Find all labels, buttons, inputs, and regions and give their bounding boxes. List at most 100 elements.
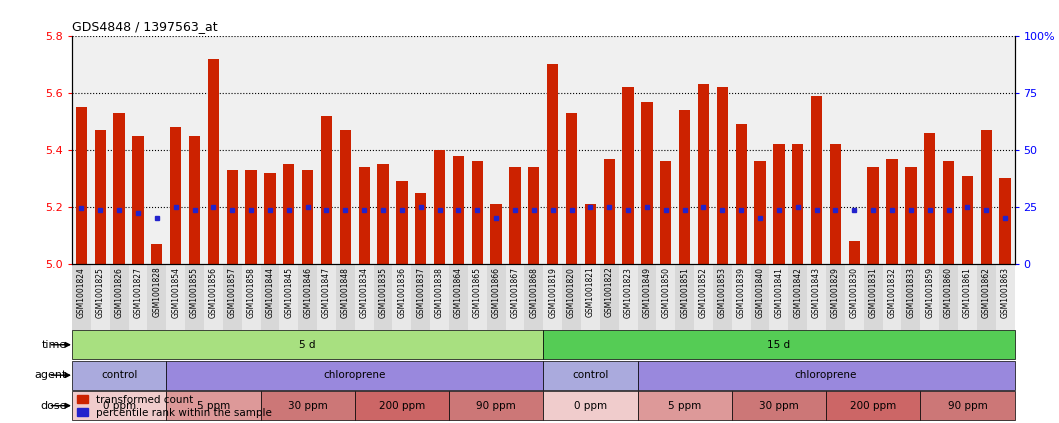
Bar: [792, 144, 804, 264]
FancyBboxPatch shape: [732, 391, 826, 420]
Bar: [132, 136, 144, 264]
Bar: [110, 264, 128, 330]
Bar: [509, 167, 521, 264]
FancyBboxPatch shape: [638, 360, 1015, 390]
Bar: [698, 85, 710, 264]
Bar: [807, 264, 826, 330]
Text: agent: agent: [34, 370, 67, 380]
Bar: [241, 264, 261, 330]
Text: 30 ppm: 30 ppm: [759, 401, 798, 411]
Bar: [623, 87, 633, 264]
FancyBboxPatch shape: [72, 391, 166, 420]
FancyBboxPatch shape: [826, 391, 920, 420]
Text: 30 ppm: 30 ppm: [288, 401, 327, 411]
Bar: [265, 173, 275, 264]
Text: 200 ppm: 200 ppm: [850, 401, 896, 411]
Bar: [471, 161, 483, 264]
Text: control: control: [572, 370, 609, 380]
Bar: [925, 133, 935, 264]
Bar: [76, 107, 87, 264]
Text: 0 ppm: 0 ppm: [103, 401, 136, 411]
Bar: [393, 264, 411, 330]
Bar: [657, 264, 676, 330]
Bar: [321, 116, 333, 264]
Text: 0 ppm: 0 ppm: [574, 401, 607, 411]
Bar: [128, 264, 147, 330]
Bar: [901, 264, 920, 330]
Bar: [788, 264, 807, 330]
Bar: [317, 264, 336, 330]
Bar: [355, 264, 374, 330]
Bar: [604, 159, 615, 264]
Bar: [430, 264, 449, 330]
Bar: [886, 159, 898, 264]
FancyBboxPatch shape: [543, 391, 638, 420]
Bar: [845, 264, 864, 330]
Bar: [660, 161, 671, 264]
Bar: [867, 167, 879, 264]
Bar: [717, 87, 728, 264]
Bar: [848, 241, 860, 264]
Bar: [113, 113, 125, 264]
Bar: [246, 170, 256, 264]
Bar: [618, 264, 638, 330]
Bar: [208, 59, 219, 264]
Bar: [1000, 179, 1010, 264]
Bar: [826, 264, 845, 330]
Bar: [227, 170, 238, 264]
FancyBboxPatch shape: [166, 391, 261, 420]
FancyBboxPatch shape: [449, 391, 543, 420]
Bar: [562, 264, 581, 330]
Bar: [299, 264, 317, 330]
Bar: [396, 181, 408, 264]
Text: 5 ppm: 5 ppm: [197, 401, 230, 411]
Bar: [468, 264, 487, 330]
Bar: [599, 264, 618, 330]
FancyBboxPatch shape: [920, 391, 1015, 420]
Bar: [377, 164, 389, 264]
Text: time: time: [41, 340, 67, 350]
Text: chloroprene: chloroprene: [324, 370, 385, 380]
Legend: transformed count, percentile rank within the sample: transformed count, percentile rank withi…: [77, 395, 272, 418]
Bar: [920, 264, 939, 330]
Bar: [581, 264, 599, 330]
Bar: [359, 167, 370, 264]
Text: 5 d: 5 d: [300, 340, 316, 350]
Bar: [453, 156, 464, 264]
Bar: [958, 264, 976, 330]
Bar: [415, 193, 427, 264]
Bar: [340, 130, 351, 264]
Bar: [204, 264, 222, 330]
Text: GDS4848 / 1397563_at: GDS4848 / 1397563_at: [72, 20, 218, 33]
Bar: [995, 264, 1015, 330]
Bar: [566, 113, 577, 264]
Text: 90 ppm: 90 ppm: [477, 401, 516, 411]
Bar: [939, 264, 958, 330]
FancyBboxPatch shape: [638, 391, 732, 420]
Bar: [374, 264, 393, 330]
Text: dose: dose: [40, 401, 67, 411]
Bar: [976, 264, 995, 330]
Bar: [642, 102, 652, 264]
Bar: [166, 264, 185, 330]
FancyBboxPatch shape: [543, 330, 1015, 360]
Bar: [981, 130, 992, 264]
Bar: [773, 144, 785, 264]
Bar: [189, 136, 200, 264]
Bar: [524, 264, 543, 330]
Bar: [943, 161, 954, 264]
Bar: [283, 164, 294, 264]
Bar: [732, 264, 751, 330]
Bar: [882, 264, 901, 330]
Bar: [585, 204, 596, 264]
Bar: [548, 64, 558, 264]
Bar: [679, 110, 690, 264]
Text: 200 ppm: 200 ppm: [379, 401, 425, 411]
FancyBboxPatch shape: [355, 391, 449, 420]
Bar: [449, 264, 468, 330]
Bar: [280, 264, 299, 330]
Bar: [505, 264, 524, 330]
Bar: [770, 264, 788, 330]
Bar: [490, 204, 502, 264]
Text: 15 d: 15 d: [768, 340, 790, 350]
